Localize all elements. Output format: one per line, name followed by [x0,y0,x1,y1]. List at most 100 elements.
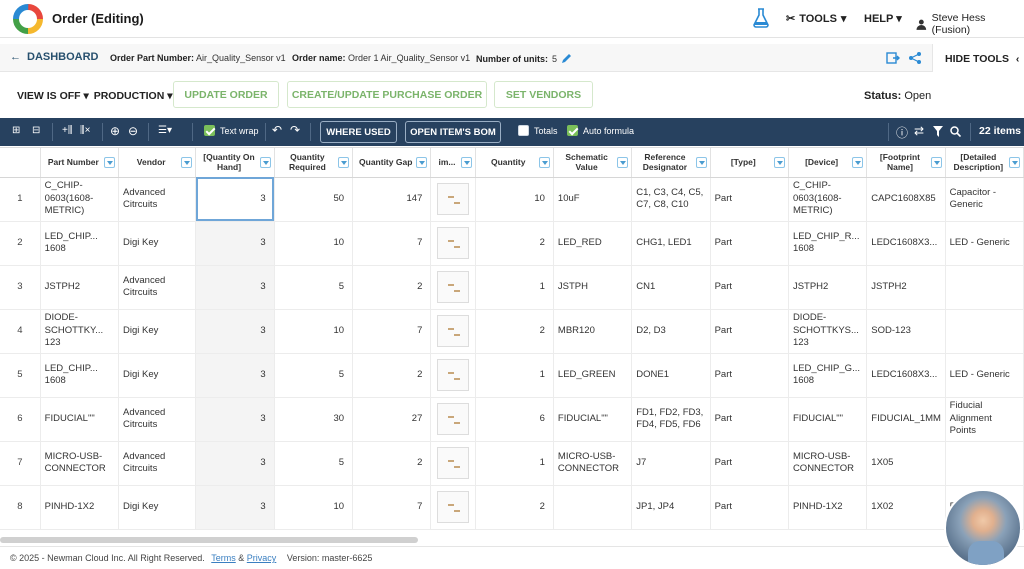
table-cell[interactable]: C_CHIP-0603(1608-METRIC) [788,177,868,222]
table-cell[interactable]: 3 [195,309,275,354]
part-image-thumbnail[interactable] [436,271,469,303]
part-image-thumbnail[interactable] [436,491,469,523]
table-cell[interactable]: 2 [475,309,554,354]
table-cell[interactable]: LED_CHIP_G... 1608 [788,353,868,398]
table-cell[interactable]: JSTPH2 [788,265,868,310]
table-cell[interactable]: 3 [195,265,275,310]
table-cell[interactable]: 3 [195,177,275,222]
table-cell[interactable]: 50 [274,177,354,222]
table-cell[interactable]: SOD-123 [866,309,946,354]
table-row[interactable]: 5 LED_CHIP... 1608 Digi Key 3 5 2 1 LED_GREEN DO… [0,353,1024,398]
table-cell[interactable]: Advanced Citrcuits [118,441,197,486]
column-header[interactable]: Quantity Required [274,148,354,178]
table-cell[interactable]: 3 [195,485,275,530]
update-order-button[interactable]: UPDATE ORDER [173,81,279,108]
table-cell[interactable]: FIDUCIAL"" [553,397,633,442]
help-menu[interactable]: HELP ▾ [864,12,902,25]
table-cell[interactable] [430,485,476,530]
filter-dropdown-icon[interactable] [852,157,864,168]
table-cell[interactable]: 147 [352,177,432,222]
info-icon[interactable]: ⓘ [896,126,909,140]
row-number[interactable]: 1 [0,177,41,222]
table-cell[interactable]: 1X02 [866,485,946,530]
table-cell[interactable]: Advanced Citrcuits [118,397,197,442]
table-cell[interactable]: 30 [274,397,354,442]
table-cell[interactable]: CAPC1608X85 [866,177,946,222]
filter-dropdown-icon[interactable] [538,157,550,168]
table-cell[interactable]: JP1, JP4 [631,485,711,530]
table-cell[interactable]: 1 [475,441,554,486]
table-cell[interactable]: FIDUCIAL_1MM [866,397,946,442]
swap-icon[interactable]: ⇄ [914,124,925,138]
table-cell[interactable]: 2 [352,441,432,486]
row-number[interactable]: 6 [0,397,41,442]
table-cell[interactable]: PINHD-1X2 [40,485,120,530]
table-cell[interactable]: LEDC1608X3... [866,221,946,266]
table-cell[interactable]: 1 [475,353,554,398]
table-cell[interactable]: 3 [195,221,275,266]
table-cell[interactable]: 5 [274,353,354,398]
table-cell[interactable] [945,441,1024,486]
table-cell[interactable]: Digi Key [118,221,197,266]
search-icon[interactable] [950,126,961,137]
row-number[interactable]: 5 [0,353,41,398]
part-image-thumbnail[interactable] [436,183,469,215]
pencil-icon[interactable] [561,53,572,64]
table-cell[interactable]: DIODE-SCHOTTKYS... 123 [788,309,868,354]
table-cell[interactable]: PINHD-1X2 [788,485,868,530]
table-cell[interactable]: 10 [274,221,354,266]
table-cell[interactable]: 2 [475,485,554,530]
table-cell[interactable]: Part [710,265,789,310]
set-vendors-button[interactable]: SET VENDORS [494,81,593,108]
tools-menu[interactable]: ✂ TOOLS ▾ [786,12,846,26]
table-cell[interactable]: 27 [352,397,432,442]
table-cell[interactable]: Fiducial Alignment Points [945,397,1024,442]
table-cell[interactable]: JSTPH [553,265,633,310]
row-number[interactable]: 7 [0,441,41,486]
flask-icon[interactable] [752,8,770,28]
table-cell[interactable] [553,485,633,530]
table-cell[interactable]: LED_GREEN [553,353,633,398]
terms-link[interactable]: Terms [211,553,236,563]
table-cell[interactable]: Part [710,177,789,222]
table-cell[interactable]: Part [710,309,789,354]
table-row[interactable]: 8 PINHD-1X2 Digi Key 3 10 7 2 JP1, JP4 Part PINHD… [0,485,1024,530]
column-header[interactable]: [Type] [710,148,789,178]
hide-tools-button[interactable]: HIDE TOOLS ‹ [932,44,1024,72]
table-cell[interactable]: Capacitor - Generic [945,177,1024,222]
table-cell[interactable]: Advanced Citrcuits [118,265,197,310]
table-cell[interactable]: 6 [475,397,554,442]
table-cell[interactable]: Part [710,353,789,398]
create-po-button[interactable]: CREATE/UPDATE PURCHASE ORDER [287,81,487,108]
table-cell[interactable]: FIDUCIAL"" [788,397,868,442]
table-cell[interactable]: LED - Generic [945,353,1024,398]
column-header[interactable]: Quantity Gap [352,148,432,178]
column-header[interactable]: Part Number [40,148,120,178]
insert-column-icon[interactable]: +⫼ [62,125,73,136]
table-cell[interactable]: JSTPH2 [40,265,120,310]
auto-formula-toggle[interactable]: Auto formula [567,125,634,136]
table-cell[interactable]: Digi Key [118,309,197,354]
filter-dropdown-icon[interactable] [1009,157,1020,168]
table-cell[interactable]: Part [710,397,789,442]
table-cell[interactable] [945,265,1024,310]
table-cell[interactable] [430,441,476,486]
share-icon[interactable] [908,51,922,65]
table-cell[interactable]: 10 [475,177,554,222]
table-cell[interactable]: LED_CHIP... 1608 [40,221,120,266]
table-cell[interactable]: Digi Key [118,485,197,530]
table-cell[interactable]: 1X05 [866,441,946,486]
table-row[interactable]: 4 DIODE-SCHOTTKY... 123 Digi Key 3 10 7 2 MBR12… [0,309,1024,354]
column-header[interactable]: [Detailed Description] [945,148,1024,178]
column-header[interactable]: Vendor [118,148,197,178]
text-wrap-toggle[interactable]: Text wrap [204,125,259,136]
filter-dropdown-icon[interactable] [930,157,942,168]
filter-dropdown-icon[interactable] [617,157,629,168]
column-header[interactable]: [Device] [788,148,868,178]
table-row[interactable]: 7 MICRO-USB-CONNECTOR Advanced Citrcuits 3 5… [0,441,1024,486]
part-image-thumbnail[interactable] [436,447,469,479]
table-cell[interactable]: Part [710,221,789,266]
table-cell[interactable] [430,177,476,222]
app-logo-icon[interactable] [13,4,43,34]
table-cell[interactable]: CN1 [631,265,711,310]
